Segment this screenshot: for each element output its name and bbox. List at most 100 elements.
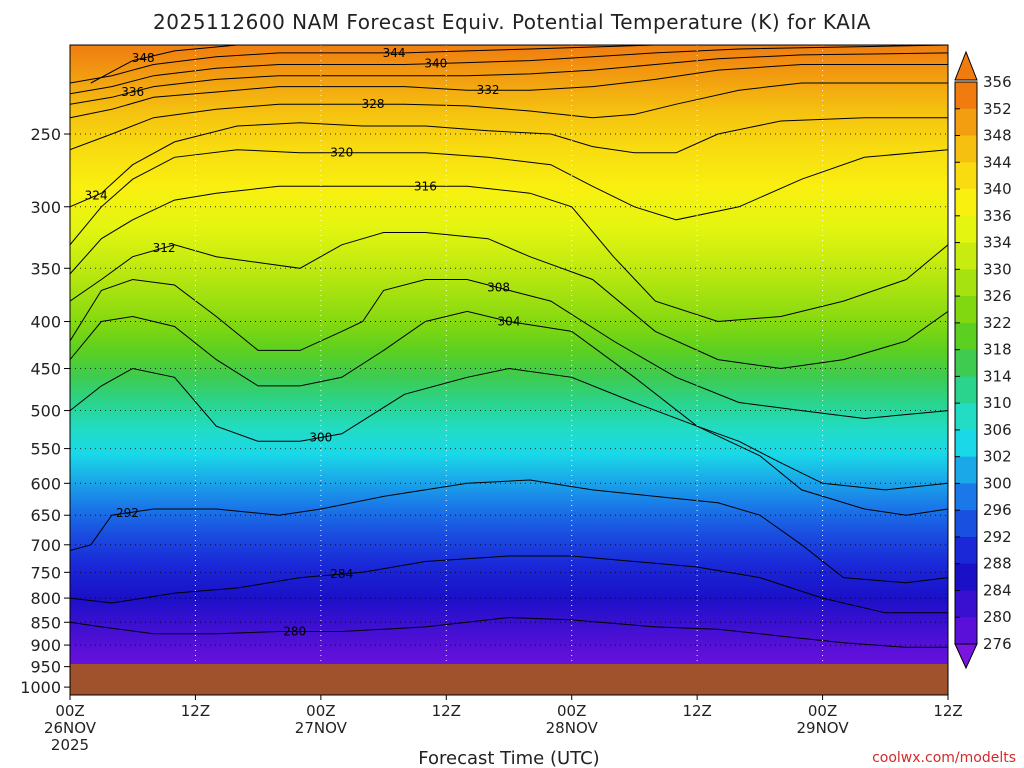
y-tick-label: 650 [30,506,61,525]
y-tick-label: 350 [30,259,61,278]
x-tick-label: 27NOV [295,719,348,737]
colorbar-label: 318 [983,341,1012,359]
x-tick-label: 00Z [557,702,586,720]
y-tick-label: 400 [30,313,61,332]
colorbar-label: 348 [983,127,1012,145]
isotherm-320 [70,149,948,246]
colorbar-swatch [955,483,977,511]
colorbar-swatch [955,456,977,484]
colorbar-swatch [955,189,977,217]
isotherm-300 [70,367,948,516]
colorbar-swatch [955,590,977,618]
isotherm-label-308: 308 [487,281,510,295]
colorbar-label: 302 [983,448,1012,466]
colorbar-swatch [955,429,977,458]
y-tick-label: 550 [30,440,61,459]
isotherm-label-316: 316 [414,179,437,193]
colorbar-swatch [955,376,977,404]
isotherm-348 [90,45,238,84]
colorbar-swatch [955,617,977,645]
isotherm-344 [70,45,656,84]
y-tick-label: 500 [30,402,61,421]
y-tick-label: 450 [30,360,61,379]
colorbar-bottom-arrow [954,643,978,670]
colorbar-label: 344 [983,153,1012,171]
colorbar-label: 334 [983,234,1012,252]
y-tick-label: 1000 [20,678,61,697]
isotherm-324 [70,117,948,208]
colorbar-label: 300 [983,474,1012,492]
ground-surface [70,664,948,695]
y-tick-label: 900 [30,636,61,655]
isotherm-304 [70,310,948,491]
isotherm-label-304: 304 [498,315,521,329]
isotherm-label-348: 348 [132,51,155,65]
colorbar-label: 352 [983,100,1012,118]
colorbar-swatch [955,135,977,163]
isotherm-label-312: 312 [153,241,176,255]
isotherm-label-332: 332 [477,83,500,97]
colorbar-label: 280 [983,608,1012,626]
colorbar-label: 284 [983,581,1012,599]
grid-lines [70,45,948,695]
colorbar-swatch [955,269,977,297]
colorbar-label: 322 [983,314,1012,332]
isotherm-label-336: 336 [121,85,144,99]
colorbar-label: 292 [983,528,1012,546]
x-tick-label: 00Z [306,702,335,720]
x-tick-label: 12Z [432,702,461,720]
colorbar-label: 336 [983,207,1012,225]
x-tick-label: 2025 [51,736,89,754]
colorbar-swatch [955,403,977,431]
isotherm-lines [70,45,948,648]
colorbar-swatch [955,108,977,137]
x-tick-label: 00Z [808,702,837,720]
colorbar-label: 326 [983,287,1012,305]
isotherm-label-328: 328 [362,97,385,111]
colorbar-label: 306 [983,421,1012,439]
isotherm-label-320: 320 [330,146,353,160]
colorbar-label: 340 [983,180,1012,198]
isotherm-340 [70,45,948,95]
colorbar-swatch [955,322,977,351]
y-tick-label: 300 [30,198,61,217]
isotherm-label-324: 324 [85,189,108,203]
colorbar-label: 310 [983,394,1012,412]
isotherm-292 [70,479,948,584]
isotherm-332 [70,64,948,119]
x-tick-label: 28NOV [546,719,599,737]
isotherm-labels: 280 284 292 300 304 308 312 316 320 324 328 332 336 3… [85,46,521,639]
isotherm-328 [70,82,948,151]
isotherm-label-300: 300 [309,431,332,445]
y-tick-label: 600 [30,474,61,493]
x-tick-label: 00Z [55,702,84,720]
colorbar-swatch [955,563,977,591]
colorbar-top-arrow [954,50,978,81]
chart-title: 2025112600 NAM Forecast Equiv. Potential… [153,10,871,34]
isotherm-336 [70,52,948,105]
x-tick-label: 26NOV [44,719,97,737]
isotherm-label-344: 344 [383,46,406,60]
isotherm-label-284: 284 [330,567,353,581]
colorbar-swatch [955,82,977,110]
credit-link[interactable]: coolwx.com/modelts [872,750,1016,766]
x-tick-label: 12Z [933,702,962,720]
colorbar-swatch [955,296,977,324]
x-axis-label: Forecast Time (UTC) [418,748,599,768]
plot-frame [69,44,949,696]
y-tick-label: 800 [30,589,61,608]
colorbar-label: 330 [983,260,1012,278]
y-axis: 250 300 350 400 450 500 550 600 650 700 750 800 850 9… [20,125,70,697]
isotherm-308 [70,278,948,420]
colorbar-swatch [955,510,977,538]
colorbar: 356 352 348 344 340 336 334 330 326 322 318 314 310 3… [954,50,1012,670]
colorbar-swatch [955,349,977,377]
x-tick-label: 12Z [682,702,711,720]
y-tick-label: 250 [30,125,61,144]
plot-background [70,45,948,695]
isotherm-316 [70,185,948,323]
y-tick-label: 700 [30,536,61,555]
colorbar-label: 356 [983,73,1012,91]
